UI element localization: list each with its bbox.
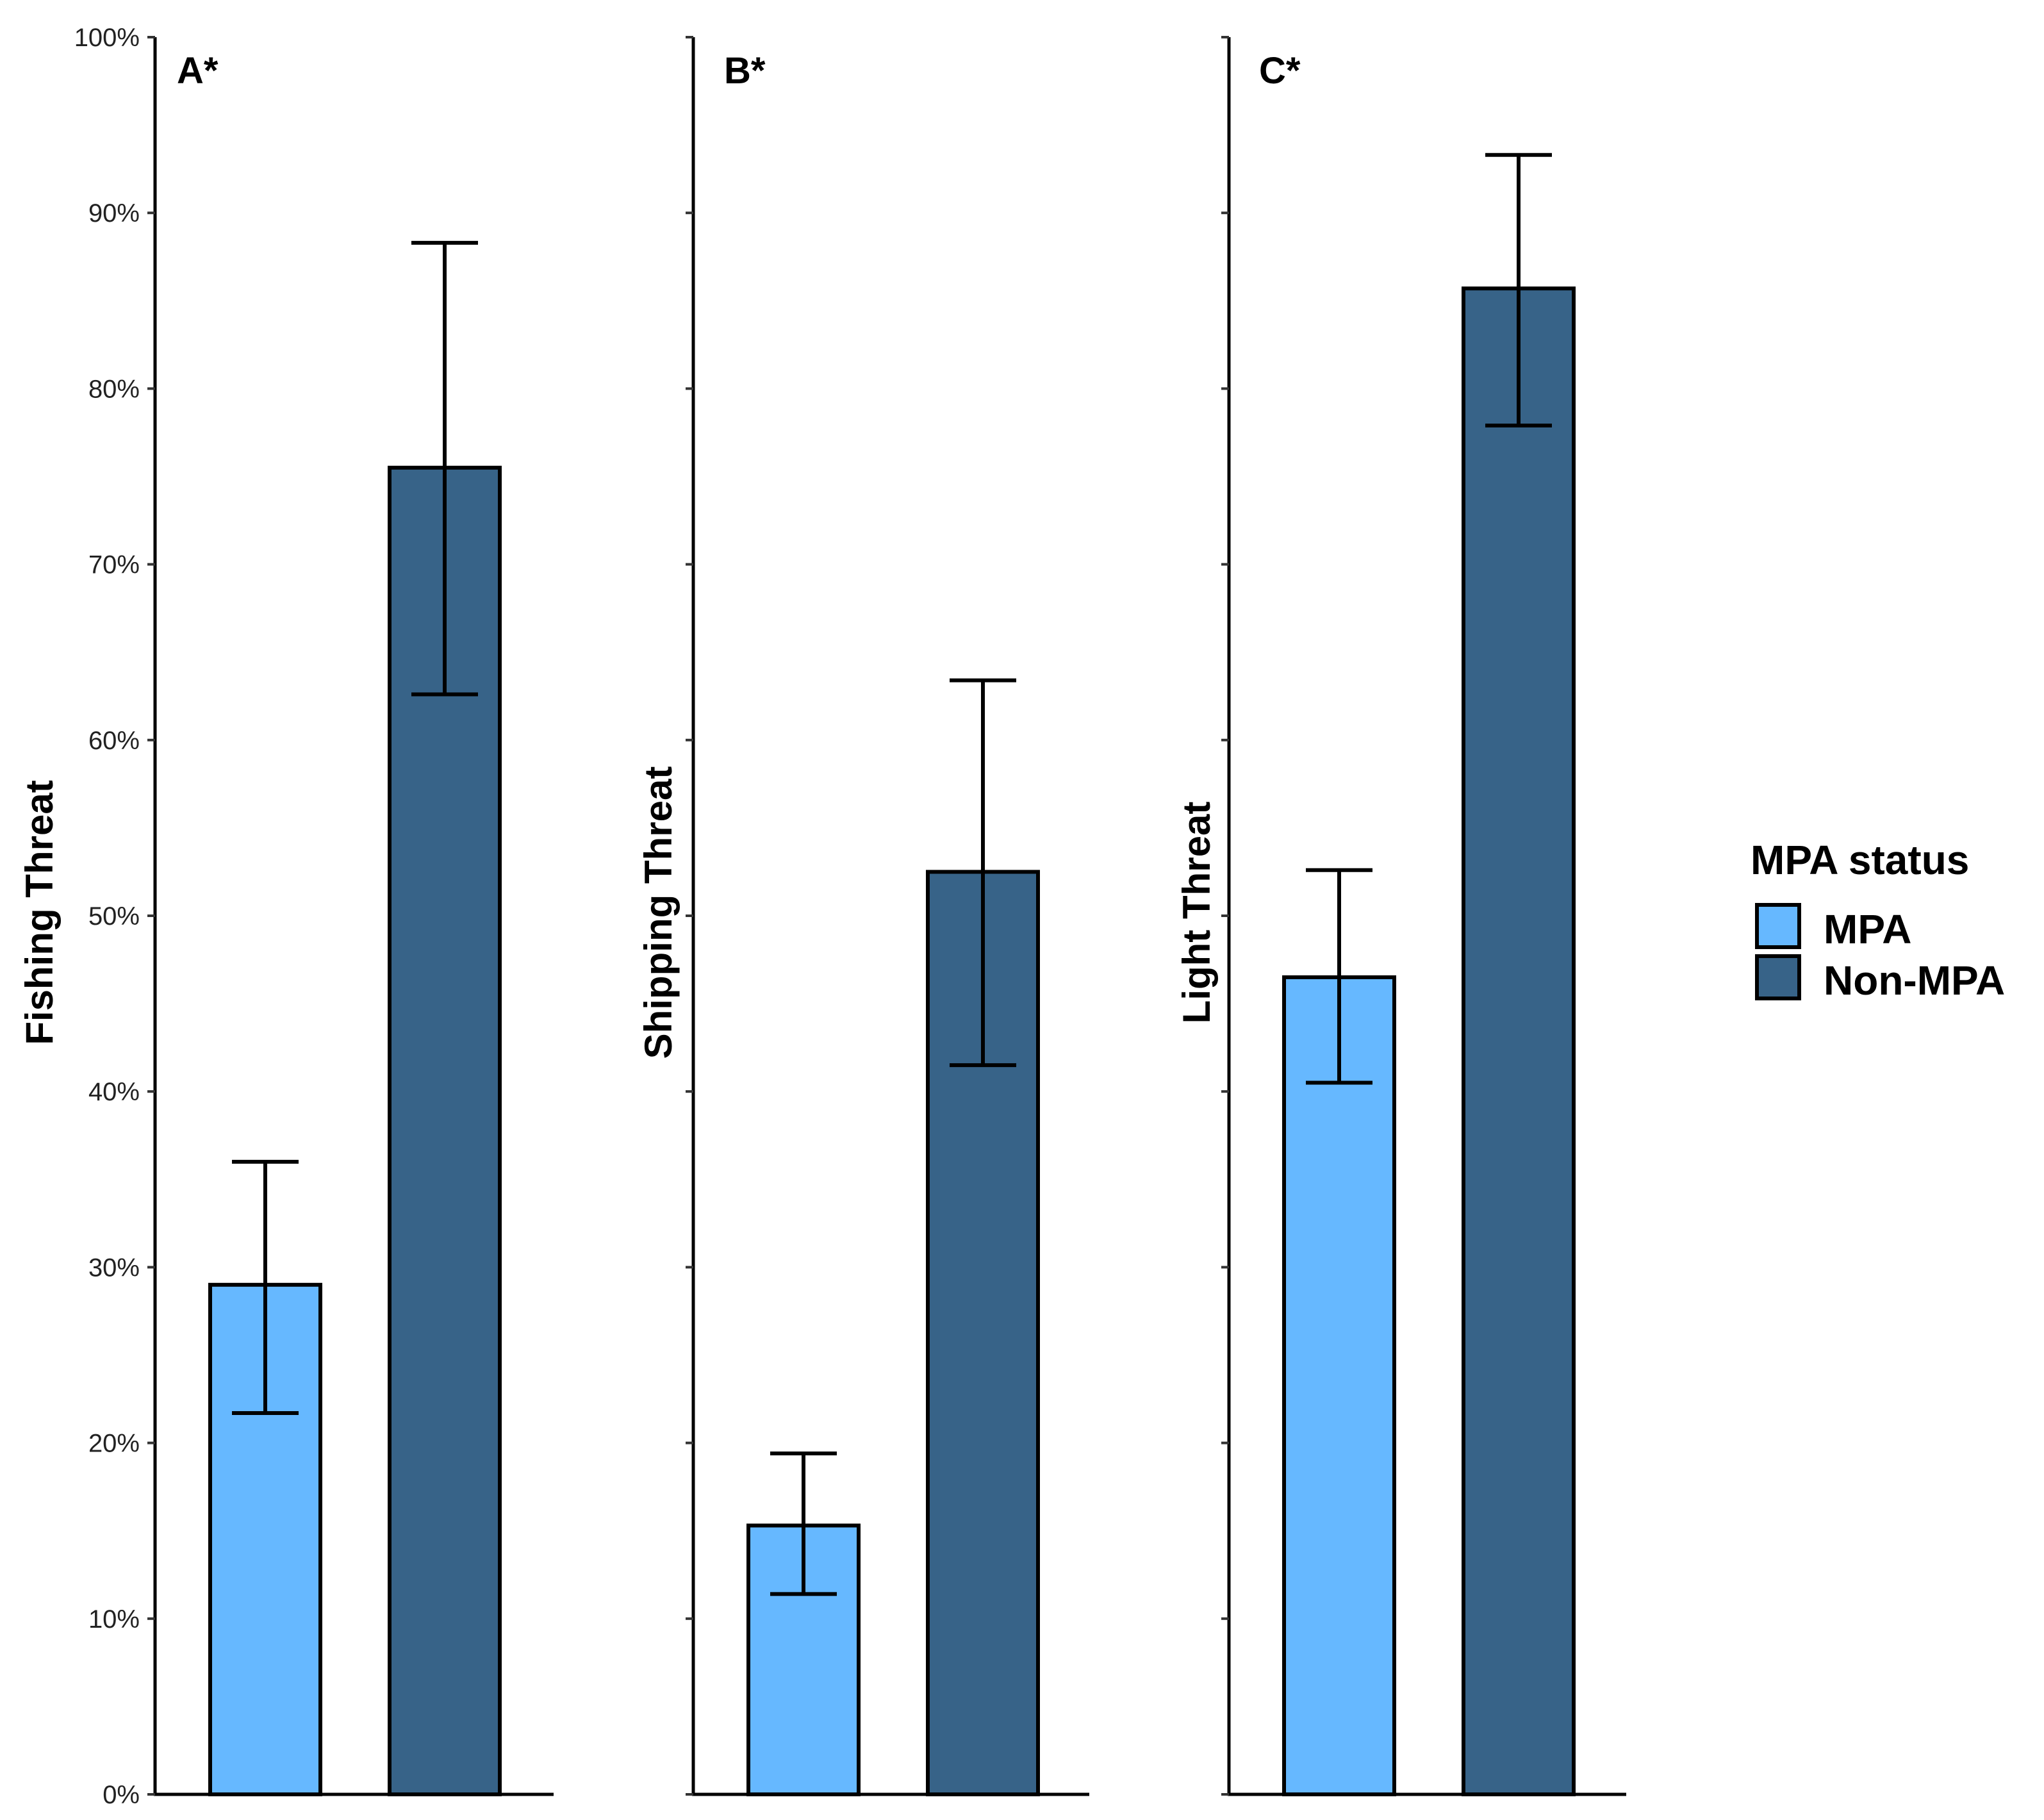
y-tick-label-a: 70% bbox=[88, 551, 140, 579]
y-tick-label-a: 10% bbox=[88, 1605, 140, 1634]
y-tick-label-a: 40% bbox=[88, 1078, 140, 1106]
y-tick-label-a: 50% bbox=[88, 902, 140, 931]
bar-mpa-c bbox=[1282, 975, 1396, 1796]
bar-non-mpa-c bbox=[1462, 286, 1576, 1797]
legend-title: MPA status bbox=[1751, 837, 1969, 883]
y-tick-label-a: 100% bbox=[74, 24, 140, 52]
legend-swatch-non-mpa bbox=[1755, 954, 1801, 1000]
y-tick-label-a: 0% bbox=[103, 1781, 140, 1809]
legend-label-non-mpa: Non-MPA bbox=[1824, 957, 2005, 1004]
panel-tag-c: C* bbox=[1259, 50, 1301, 92]
panel-a: 0% 10% 20% 30% 40% 50% 60% 70% 80% 90% 100% Fishing… bbox=[18, 24, 554, 1809]
y-axis-title-b: Shipping Threat bbox=[637, 766, 680, 1059]
panel-tag-b: B* bbox=[724, 50, 766, 92]
legend: MPA status MPA Non-MPA bbox=[1751, 837, 2005, 1004]
panel-c: Light Threat C* bbox=[1175, 36, 1626, 1797]
legend-label-mpa: MPA bbox=[1824, 906, 1911, 952]
y-tick-label-a: 60% bbox=[88, 727, 140, 755]
y-tick-label-a: 20% bbox=[88, 1430, 140, 1458]
y-axis-title-a: Fishing Threat bbox=[18, 780, 61, 1045]
y-tick-label-a: 90% bbox=[88, 199, 140, 228]
legend-swatch-mpa bbox=[1755, 903, 1801, 949]
y-tick-label-a: 30% bbox=[88, 1253, 140, 1282]
bar-mpa-a bbox=[208, 1282, 322, 1796]
y-axis-title-c: Light Threat bbox=[1175, 802, 1218, 1024]
panel-tag-a: A* bbox=[177, 50, 218, 92]
y-tick-label-a: 80% bbox=[88, 375, 140, 403]
panel-b: Shipping Threat B* bbox=[637, 36, 1089, 1797]
